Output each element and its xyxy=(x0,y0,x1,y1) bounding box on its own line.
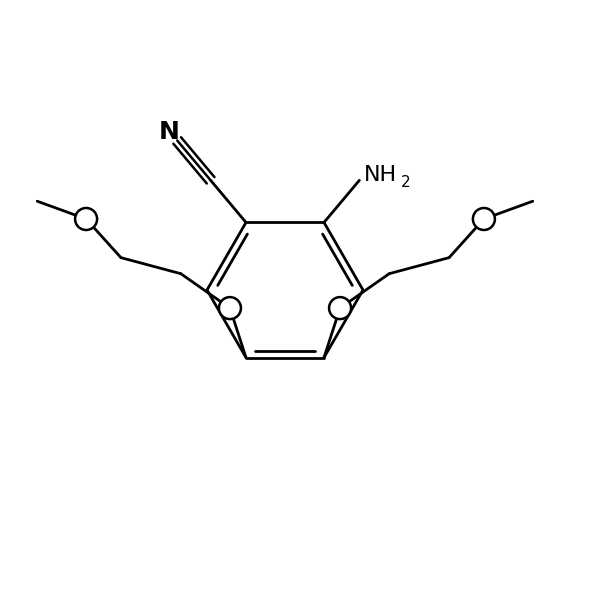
Text: N: N xyxy=(159,121,179,145)
Circle shape xyxy=(75,208,97,230)
Circle shape xyxy=(473,208,495,230)
Text: NH: NH xyxy=(364,166,397,185)
Circle shape xyxy=(219,297,241,319)
Circle shape xyxy=(329,297,351,319)
Text: 2: 2 xyxy=(401,175,411,190)
